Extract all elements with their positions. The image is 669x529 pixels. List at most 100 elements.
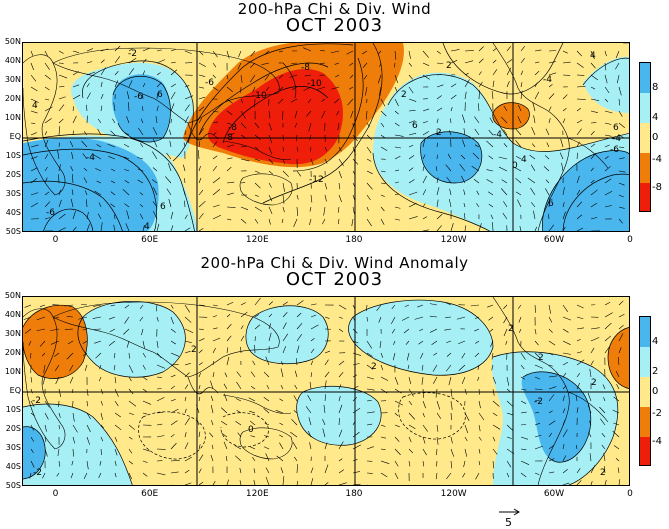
wind-vector bbox=[464, 72, 469, 76]
wind-vector bbox=[223, 393, 228, 402]
wind-vector bbox=[166, 152, 172, 160]
wind-vector bbox=[157, 484, 158, 485]
wind-vector bbox=[252, 360, 256, 366]
colorbar-label: -2 bbox=[652, 408, 662, 419]
wind-vector bbox=[436, 187, 440, 196]
wind-vector bbox=[184, 432, 187, 438]
wind-vector bbox=[198, 106, 205, 112]
wind-vector bbox=[534, 91, 540, 100]
wind-vector bbox=[604, 178, 612, 184]
wind-vector bbox=[69, 140, 74, 148]
wind-vector bbox=[604, 144, 610, 148]
wind-vector bbox=[490, 214, 494, 220]
wind-vector bbox=[350, 110, 354, 119]
wind-vector bbox=[296, 334, 303, 342]
wind-vector bbox=[93, 154, 102, 160]
wind-vector bbox=[250, 435, 256, 438]
wind-vector bbox=[170, 471, 179, 474]
wind-vector bbox=[562, 444, 565, 450]
wind-vector bbox=[600, 418, 606, 426]
wind-vector bbox=[515, 128, 522, 136]
wind-vector bbox=[436, 412, 442, 419]
wind-vector bbox=[56, 472, 60, 477]
wind-vector bbox=[506, 376, 510, 386]
wind-vector bbox=[198, 141, 201, 148]
wind-vector bbox=[381, 230, 382, 231]
colorbar-swatch bbox=[640, 183, 650, 211]
wind-vector bbox=[81, 140, 88, 148]
wind-vector bbox=[43, 364, 46, 373]
wind-vector bbox=[503, 304, 508, 309]
wind-vector bbox=[156, 397, 165, 402]
wind-vector bbox=[29, 472, 32, 479]
wind-vector bbox=[128, 352, 130, 359]
wind-vector bbox=[488, 316, 494, 321]
wind-vector bbox=[265, 476, 270, 485]
contour-value-label: -10 bbox=[252, 91, 267, 101]
wind-vector bbox=[429, 303, 438, 306]
wind-vector bbox=[490, 340, 494, 348]
wind-vector bbox=[184, 372, 190, 378]
wind-vector bbox=[576, 373, 580, 378]
wind-vector bbox=[184, 469, 190, 474]
coastlines bbox=[23, 297, 609, 485]
wind-vector bbox=[380, 206, 385, 212]
wind-vector bbox=[604, 74, 608, 84]
wind-vector bbox=[408, 376, 412, 385]
wind-vector bbox=[57, 448, 60, 457]
wind-vector bbox=[184, 442, 189, 450]
wind-vector bbox=[562, 304, 569, 312]
wind-vector bbox=[478, 223, 482, 231]
wind-vector bbox=[464, 448, 468, 457]
wind-vector bbox=[338, 418, 340, 426]
wind-vector bbox=[226, 133, 235, 136]
wind-vector bbox=[380, 436, 387, 439]
wind-vector bbox=[58, 50, 64, 54]
wind-vector bbox=[618, 194, 624, 198]
colorbar-swatch bbox=[640, 377, 650, 407]
wind-vector bbox=[212, 74, 217, 79]
wind-vector bbox=[212, 315, 218, 318]
wind-vector bbox=[70, 165, 74, 172]
wind-vector bbox=[478, 81, 483, 88]
wind-vector bbox=[142, 448, 150, 452]
wind-vector bbox=[42, 376, 46, 385]
wind-vector bbox=[324, 359, 329, 366]
wind-vector bbox=[198, 481, 204, 485]
wind-vector bbox=[492, 460, 495, 469]
wind-vector bbox=[252, 86, 256, 93]
wind-vector bbox=[487, 304, 494, 308]
wind-vector bbox=[30, 388, 33, 394]
wind-vector bbox=[408, 50, 411, 59]
wind-vector bbox=[170, 61, 176, 64]
wind-vector bbox=[293, 218, 298, 228]
wind-vector bbox=[615, 62, 620, 70]
wind-vector bbox=[470, 304, 480, 307]
wind-vector bbox=[377, 74, 382, 84]
wind-vector bbox=[93, 304, 102, 307]
wind-vector bbox=[82, 340, 88, 344]
wind-vector bbox=[44, 98, 50, 101]
contour-value-label: -12 bbox=[309, 175, 324, 185]
wind-vector bbox=[588, 431, 592, 438]
wind-vector bbox=[268, 170, 274, 175]
wind-vector bbox=[533, 210, 536, 220]
wind-vector bbox=[352, 340, 359, 344]
wind-vector bbox=[226, 323, 232, 330]
wind-vector bbox=[450, 118, 452, 124]
wind-vector bbox=[448, 376, 452, 386]
wind-vector bbox=[109, 328, 116, 333]
wind-vector bbox=[307, 98, 312, 104]
wind-vector bbox=[198, 86, 205, 89]
wind-vector bbox=[604, 110, 613, 114]
wind-vector bbox=[476, 190, 480, 196]
wind-vector bbox=[44, 217, 51, 220]
wind-vector bbox=[531, 143, 536, 148]
wind-vector bbox=[240, 158, 250, 162]
wind-vector bbox=[366, 134, 373, 141]
wind-vector bbox=[170, 408, 179, 414]
wind-vector bbox=[30, 98, 39, 103]
wind-vector bbox=[99, 364, 102, 370]
wind-vector bbox=[69, 376, 74, 384]
wind-vector bbox=[618, 313, 625, 318]
